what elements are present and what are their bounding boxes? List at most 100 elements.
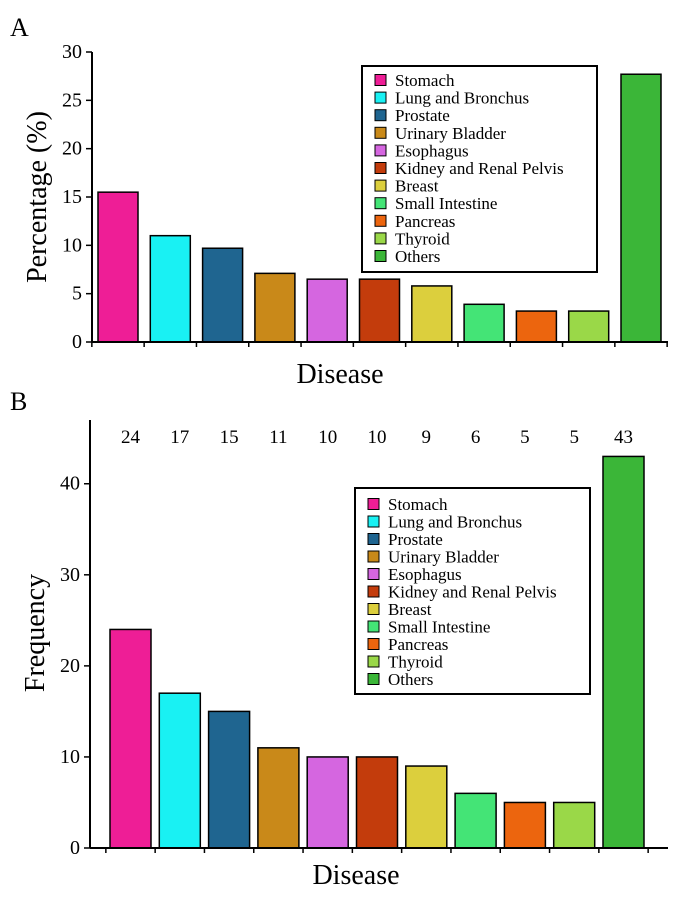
panel-a-x-axis-title: Disease <box>296 359 383 390</box>
panel-b-legend-label: Prostate <box>388 530 443 549</box>
panel-b-legend-swatch <box>367 498 380 510</box>
panel-a-legend-label: Kidney and Renal Pelvis <box>395 159 564 178</box>
panel-a-axes <box>91 52 668 347</box>
panel-b-bar-prostate <box>207 710 251 849</box>
panel-a-legend-label: Others <box>395 247 440 266</box>
panel-a-y-tick-label: 10 <box>62 234 82 256</box>
panel-a-bar-thyroid <box>567 310 610 343</box>
panel-a-legend-swatch <box>374 250 387 262</box>
panel-b-bar-thyroid <box>552 801 596 849</box>
panel-a-legend-label: Stomach <box>395 71 455 90</box>
panel-a-legend-swatch <box>374 74 387 86</box>
panel-b-legend-swatch <box>367 585 380 598</box>
panel-a-legend-swatch <box>374 91 387 104</box>
panel-b-legend-swatch <box>367 655 380 668</box>
panel-a-bar-esophagus <box>306 278 348 343</box>
panel-a-bar-pancreas <box>515 310 558 343</box>
panel-b-bar-urinary-bladder <box>257 747 300 849</box>
panel-b-data-labels: 24 17 15 11 10 10 9 6 5 5 43 <box>121 427 633 448</box>
panel-b-legend-label: Stomach <box>388 495 448 514</box>
panel-b-bar-others <box>602 455 645 849</box>
panel-a-bars <box>97 73 662 343</box>
panel-b-y-tick-label: 40 <box>60 473 80 495</box>
panel-b-data-label: 10 <box>318 427 337 448</box>
panel-b-legend-swatch <box>367 638 380 650</box>
panel-b-legend-label: Kidney and Renal Pelvis <box>388 583 557 602</box>
panel-a-y-tick-label: 15 <box>62 186 82 208</box>
panel-a-legend-swatch <box>374 214 387 227</box>
panel-b-legend-label: Small Intestine <box>388 618 490 637</box>
panel-a-legend-swatch <box>374 126 387 139</box>
panel-b-legend-swatch <box>367 673 380 685</box>
panel-b-data-label: 43 <box>614 427 633 448</box>
panel-b-legend-swatch <box>367 603 380 615</box>
panel-a-legend-label: Breast <box>395 177 439 196</box>
panel-a-y-axis-title: Percentage (%) <box>22 111 53 283</box>
panel-b-legend-swatch <box>367 533 380 545</box>
panel-a-legend-label: Small Intestine <box>395 194 497 213</box>
panel-a-legend-label: Thyroid <box>395 229 450 248</box>
panel-a-legend-label: Pancreas <box>395 212 455 231</box>
panel-b-y-tick-label: 20 <box>60 655 80 677</box>
panel-b-bars <box>109 455 645 849</box>
panel-b-bar-kidney-and-renal-pelvis <box>355 756 399 849</box>
panel-b-legend-swatch <box>367 550 380 563</box>
panel-a-legend-swatch <box>374 109 387 122</box>
panel-a-y-tick-label: 20 <box>62 138 82 160</box>
panel-b-data-label: 15 <box>220 427 239 448</box>
panel-b-legend-label: Lung and Bronchus <box>388 513 522 532</box>
panel-b-data-label: 5 <box>520 427 530 448</box>
panel-b-legend-label: Breast <box>388 600 432 619</box>
panel-b-y-tick-label: 30 <box>60 564 80 586</box>
panel-b-data-label: 17 <box>170 427 189 448</box>
panel-b-data-label: 10 <box>368 427 387 448</box>
panel-a-label: A <box>10 13 29 42</box>
panel-a-legend-swatch <box>374 144 387 157</box>
panel-b-legend-label: Pancreas <box>388 635 448 654</box>
panel-a-bar-kidney-and-renal-pelvis <box>358 278 401 343</box>
panel-b-y-tick-label: 10 <box>60 746 80 768</box>
panel-b-axes <box>89 420 668 853</box>
panel-b-legend-label: Others <box>388 670 433 689</box>
panel-a-y-tick-label: 5 <box>72 283 82 305</box>
panel-a-ticks: 0 5 10 15 20 25 30 <box>62 41 92 353</box>
panel-a-bar-prostate <box>201 247 244 343</box>
panel-a-bar-breast <box>411 285 453 343</box>
panel-b-legend-box <box>354 487 591 695</box>
panel-b-data-label: 9 <box>422 427 432 448</box>
panel-a-legend-box <box>361 65 598 273</box>
panel-b-legend-swatch <box>367 620 380 633</box>
panel-a-legend-label: Prostate <box>395 106 450 125</box>
panel-b-data-label: 24 <box>121 427 141 448</box>
panel-a-legend-swatch <box>374 179 387 192</box>
panel-b-bar-lung-and-bronchus <box>158 692 202 849</box>
panel-a-y-tick-label: 25 <box>62 89 82 111</box>
panel-b-x-axis-title: Disease <box>312 860 399 891</box>
panel-b-data-label: 6 <box>471 427 481 448</box>
panel-a-legend-label: Urinary Bladder <box>395 124 506 143</box>
panel-b-legend-swatch <box>367 568 380 580</box>
panel-a-bar-lung-and-bronchus <box>149 234 192 343</box>
panel-a-bar-urinary-bladder <box>254 272 296 343</box>
panel-b-bar-pancreas <box>503 801 547 849</box>
panel-b-legend-swatch <box>367 515 380 528</box>
panel-b-chart: B Frequency Disease 0 10 20 30 40 24 17 15 11 10… <box>10 387 668 891</box>
panel-a-legend-swatch <box>374 162 387 174</box>
panel-a-legend-swatch <box>374 232 387 245</box>
panel-a-bar-stomach <box>97 191 139 343</box>
panel-b-legend-label: Esophagus <box>388 565 462 584</box>
panel-b-label: B <box>10 387 27 416</box>
panel-b-y-tick-label: 0 <box>70 837 80 859</box>
panel-b-data-label: 11 <box>269 427 287 448</box>
panel-b-legend-label: Urinary Bladder <box>388 548 499 567</box>
panel-b-bar-esophagus <box>306 756 349 849</box>
panel-a-legend-swatch <box>374 197 387 210</box>
panel-a-y-tick-label: 0 <box>72 331 82 353</box>
panel-a-legend-label: Lung and Bronchus <box>395 89 529 108</box>
panel-b-bar-small-intestine <box>454 792 497 849</box>
panel-b-bar-breast <box>405 765 448 849</box>
panel-a-chart: A Percentage (%) Disease 0 5 10 15 20 25 30 St… <box>10 13 668 390</box>
